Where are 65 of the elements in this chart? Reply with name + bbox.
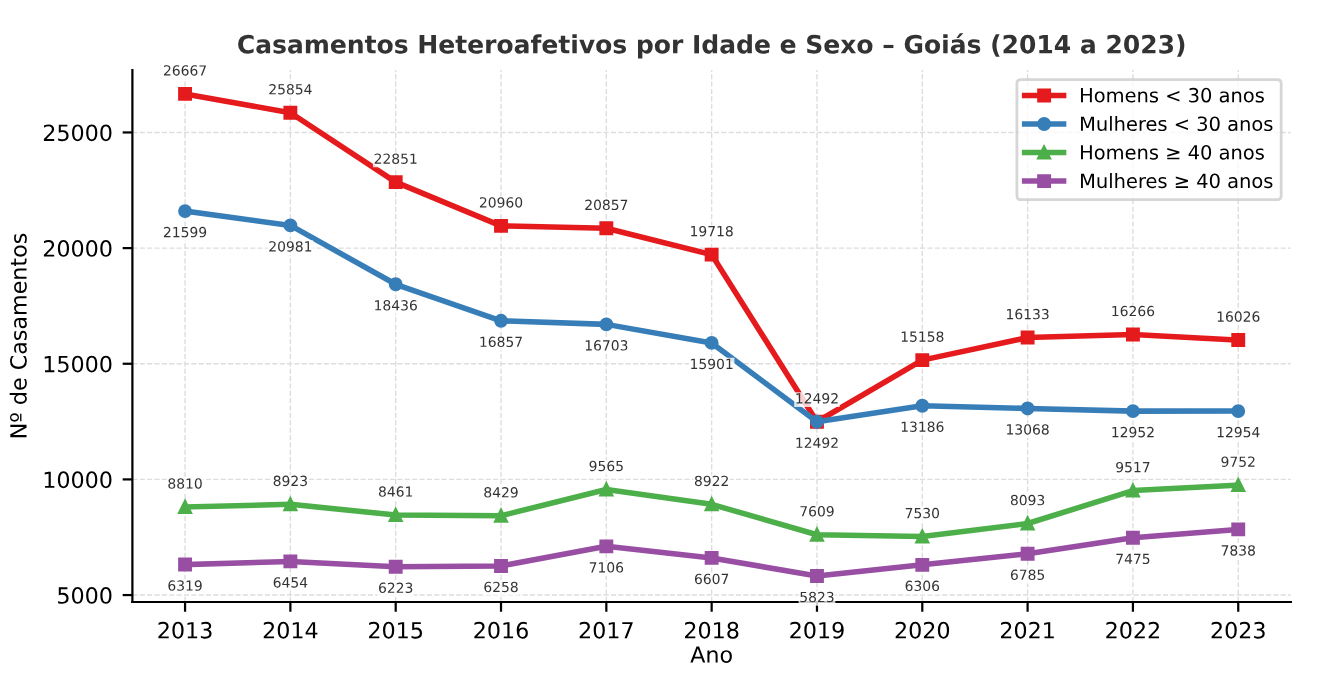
x-tick-label: 2021 — [1000, 621, 1054, 639]
y-tick-label: 5000 — [58, 587, 112, 604]
x-tick-label: 2020 — [895, 621, 950, 639]
y-tick-label: 25000 — [43, 124, 112, 142]
point — [283, 554, 298, 569]
x-tick-label: 2022 — [1106, 621, 1159, 639]
point — [178, 204, 192, 219]
point — [704, 335, 719, 350]
point — [283, 105, 298, 120]
point — [810, 569, 824, 583]
point — [915, 529, 930, 544]
point — [494, 218, 508, 233]
point — [810, 527, 824, 542]
point — [178, 86, 192, 101]
point — [704, 550, 719, 565]
point — [494, 313, 508, 328]
point — [1231, 478, 1246, 493]
point — [915, 353, 930, 368]
point — [599, 482, 614, 497]
point — [388, 559, 403, 574]
point — [388, 175, 403, 190]
point — [178, 499, 192, 514]
y-axis-title: Nº de Casamentos — [9, 233, 27, 438]
y-tick-label: 20000 — [43, 240, 112, 257]
x-tick-label: 2023 — [1211, 621, 1265, 639]
x-tick-label: 2017 — [579, 621, 633, 639]
point — [388, 277, 403, 292]
x-tick-label: 2013 — [158, 621, 212, 639]
point — [1020, 401, 1035, 416]
point — [1125, 483, 1140, 498]
point — [178, 557, 192, 572]
point — [1231, 404, 1246, 419]
point — [388, 508, 403, 522]
point — [599, 317, 614, 332]
legend-label: Homens < 30 anos — [1081, 87, 1264, 103]
y-tick-label: 10000 — [44, 471, 112, 489]
point — [1020, 546, 1035, 561]
x-tick-label: 2016 — [474, 621, 528, 639]
x-axis-title: Ano — [690, 646, 732, 663]
x-tick-label: 2019 — [790, 621, 844, 639]
point — [915, 557, 930, 572]
legend-label: Homens ≥ 40 anos — [1081, 144, 1264, 160]
point — [1020, 330, 1035, 345]
point — [494, 508, 508, 523]
point — [704, 247, 719, 262]
point — [599, 539, 614, 554]
point — [1231, 522, 1246, 537]
point — [1125, 327, 1140, 342]
point — [494, 559, 508, 573]
point — [1125, 404, 1140, 419]
point — [283, 497, 298, 512]
legend-label: Mulheres < 30 anos — [1081, 116, 1273, 132]
point — [915, 398, 930, 413]
y-tick-label: 15000 — [44, 355, 112, 373]
chart-title: Casamentos Heteroafetivos por Idade e Sexo – Goiás (2014 a 2023) — [238, 33, 1185, 59]
legend-label: Mulheres ≥ 40 anos — [1081, 173, 1273, 189]
point — [1125, 530, 1140, 545]
x-tick-label: 2018 — [685, 621, 739, 639]
x-tick-label: 2014 — [263, 621, 318, 639]
point — [1020, 516, 1035, 531]
x-tick-label: 2015 — [369, 621, 423, 639]
point — [704, 497, 719, 512]
point — [1231, 333, 1246, 347]
point — [283, 218, 298, 233]
point — [599, 221, 614, 236]
